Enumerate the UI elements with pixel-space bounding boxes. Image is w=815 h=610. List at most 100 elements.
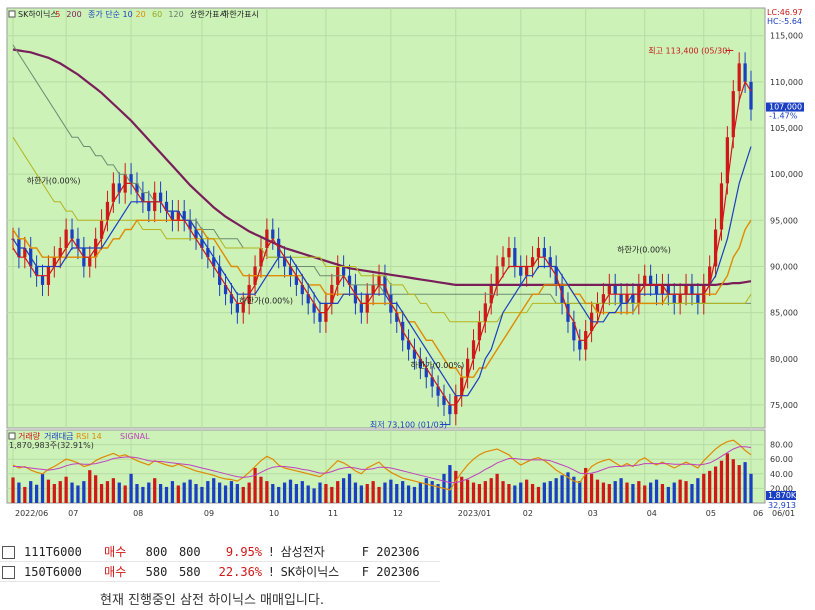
volume-bar — [708, 470, 712, 503]
candle-body — [271, 229, 275, 239]
candle-body — [342, 266, 346, 276]
annotation-low: 최저 73,100 (01/03) — [370, 419, 447, 429]
volume-bar — [241, 486, 245, 503]
legend-box — [8, 10, 16, 18]
candle-body — [23, 248, 27, 258]
trade-mark: ! — [264, 561, 279, 582]
volume-bar — [566, 472, 570, 503]
volume-bar — [465, 479, 470, 503]
candle-body — [235, 303, 239, 313]
candle-body — [471, 340, 476, 359]
volume-bar — [229, 481, 234, 503]
volume-bar — [542, 482, 546, 503]
indicator-tick-label: 60.00 — [770, 455, 793, 464]
legend-entry: 60 — [152, 10, 162, 19]
volume-bar — [64, 476, 68, 503]
x-tick-label: 08 — [133, 509, 143, 518]
volume-bar — [123, 485, 127, 503]
y-tick-label: 100,000 — [770, 170, 803, 179]
volume-bar — [460, 476, 464, 503]
trade-qty-filled: 800 — [169, 542, 203, 562]
volume-bar — [277, 486, 281, 503]
volume-bar — [436, 484, 440, 503]
x-tick-label: 04 — [647, 509, 657, 518]
indicator-side-label: 1,870K — [768, 491, 797, 500]
volume-bar — [749, 473, 753, 503]
indicator-legend-entry: 거래대금 — [44, 432, 73, 441]
candle-body — [649, 275, 653, 285]
candle-body — [371, 284, 375, 295]
candle-body — [595, 303, 600, 313]
trade-pct: 9.95% — [202, 542, 265, 562]
volume-bar — [548, 481, 552, 503]
volume-bar — [200, 486, 204, 503]
volume-bar — [471, 482, 476, 503]
x-tick-label: 06 — [753, 509, 763, 518]
volume-bar — [643, 485, 647, 503]
current-price-box — [766, 102, 804, 112]
volume-bar — [365, 484, 369, 503]
candle-body — [129, 174, 133, 184]
volume-bar — [684, 481, 688, 503]
volume-bar — [88, 470, 92, 503]
candle-body — [188, 220, 192, 230]
volume-bar — [719, 460, 724, 503]
candle-body — [619, 294, 623, 304]
candle-body — [170, 211, 175, 221]
candle-body — [412, 349, 417, 359]
volume-bar — [94, 475, 98, 503]
indicator-value-box — [766, 491, 796, 500]
candle-body — [418, 358, 422, 368]
volume-bar — [513, 485, 517, 503]
volume-bar — [117, 482, 121, 503]
volume-bar — [347, 473, 352, 503]
volume-bar — [34, 484, 39, 503]
candle-body — [507, 248, 511, 258]
candle-body — [294, 275, 299, 285]
legend-entry: 상한가표시 — [190, 9, 227, 19]
candle-body — [424, 368, 428, 378]
candle-body — [99, 220, 104, 239]
volume-bar — [454, 470, 458, 503]
legend-box — [8, 432, 16, 440]
candle-body — [601, 294, 606, 304]
candle-body — [483, 303, 487, 322]
candle-body — [164, 201, 169, 212]
candle-body — [377, 275, 381, 285]
volume-bar — [584, 467, 588, 503]
trade-qty: 800 — [136, 542, 170, 562]
price-panel — [6, 7, 766, 429]
candle-body — [519, 266, 523, 276]
x-tick-label: 06/01 — [772, 509, 795, 518]
trade-code: 111T6000 — [22, 542, 103, 562]
row-checkbox[interactable] — [0, 542, 23, 562]
annotation-lower-limit: 하한가(0.00%) — [410, 360, 464, 370]
top-right-info: HC:-5.64 — [767, 17, 802, 26]
volume-bar — [70, 482, 74, 503]
candle-body — [318, 312, 322, 322]
indicator-tick-label: 40.00 — [770, 470, 793, 479]
annotation-lower-limit: 하한가(0.00%) — [617, 245, 671, 255]
volume-bar — [607, 484, 611, 503]
candle-body — [288, 266, 293, 276]
candle-body — [436, 386, 440, 396]
trade-code: 150T6000 — [22, 561, 103, 582]
row-checkbox[interactable] — [0, 561, 23, 582]
candle-body — [536, 248, 541, 258]
candle-body — [395, 312, 399, 322]
candle-body — [105, 201, 110, 221]
volume-bar — [105, 481, 110, 503]
series-line-ma200 — [12, 48, 752, 286]
candle-body — [613, 284, 617, 295]
table-row: 111T6000 매수 800 800 9.95% ! 삼성전자 F 20230… — [0, 542, 440, 562]
candle-body — [312, 303, 316, 313]
indicator-legend-entry: SIGNAL — [120, 432, 150, 441]
volume-bar — [578, 481, 582, 503]
volume-bar — [17, 482, 21, 503]
volume-bar — [483, 481, 487, 503]
volume-bar — [672, 482, 676, 503]
volume-bar — [637, 481, 641, 503]
candle-body — [52, 257, 56, 267]
series-line-ma10 — [12, 146, 752, 397]
trade-contract: F 202306 — [359, 542, 440, 562]
